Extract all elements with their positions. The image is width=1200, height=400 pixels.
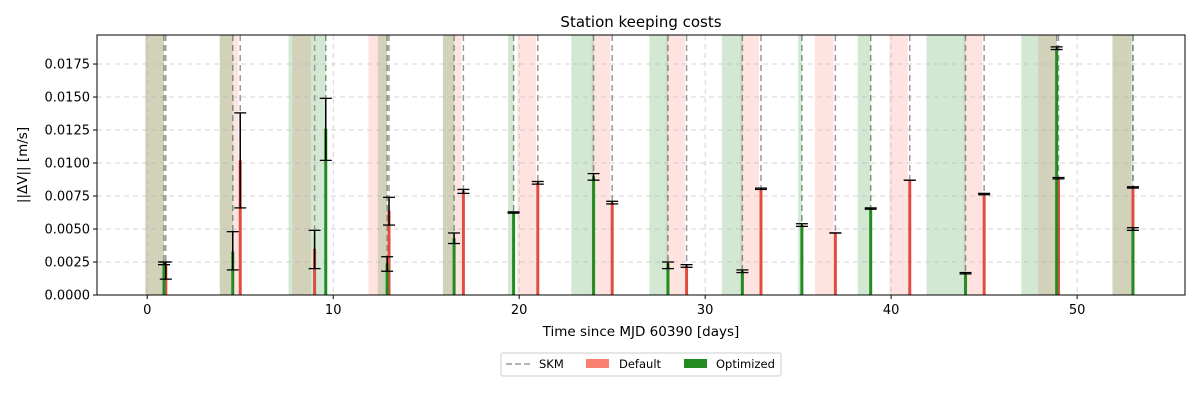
x-tick-label: 10 bbox=[325, 303, 342, 318]
optimized-window-band bbox=[1021, 35, 1057, 295]
x-tick-label: 30 bbox=[697, 303, 714, 318]
optimized-window-band bbox=[571, 35, 594, 295]
optimized-bar bbox=[800, 225, 804, 295]
legend-box bbox=[500, 352, 782, 377]
optimized-bar bbox=[740, 271, 744, 295]
y-tick-label: 0.0025 bbox=[45, 256, 91, 271]
optimized-window-band bbox=[442, 35, 455, 295]
optimized-bar bbox=[452, 238, 456, 295]
default-window-band bbox=[145, 35, 164, 295]
default-bar bbox=[610, 202, 614, 295]
y-tick-label: 0.0075 bbox=[45, 190, 91, 205]
optimized-bar bbox=[324, 128, 328, 295]
y-tick-label: 0.0050 bbox=[45, 223, 91, 238]
plot-frame bbox=[96, 34, 1186, 296]
default-bar bbox=[238, 160, 242, 295]
optimized-bar bbox=[964, 272, 968, 295]
chart-title: Station keeping costs bbox=[560, 13, 721, 31]
optimized-window-band bbox=[145, 35, 164, 295]
legend-optimized-label: Optimized bbox=[716, 357, 775, 371]
x-axis-label: Time since MJD 60390 [days] bbox=[542, 324, 740, 340]
optimized-window-band bbox=[288, 35, 326, 295]
default-bar bbox=[461, 190, 465, 295]
default-window-band bbox=[1038, 35, 1057, 295]
y-tick-label: 0.0000 bbox=[45, 289, 91, 304]
optimized-bar bbox=[1055, 48, 1059, 296]
y-tick-label: 0.0175 bbox=[45, 58, 91, 73]
optimized-bar bbox=[385, 263, 389, 295]
x-tick-label: 0 bbox=[143, 303, 151, 318]
default-bar bbox=[982, 193, 986, 295]
x-tick-label: 50 bbox=[1069, 303, 1086, 318]
default-bar bbox=[685, 265, 689, 295]
optimized-window-band bbox=[721, 35, 743, 295]
y-axis-label: ||ΔV|| [m/s] bbox=[15, 127, 31, 203]
y-tick-label: 0.0150 bbox=[45, 91, 91, 106]
x-axis: 0 10 20 30 40 50 bbox=[143, 295, 1085, 318]
default-window-band bbox=[666, 35, 685, 295]
legend-default-label: Default bbox=[619, 357, 662, 371]
optimized-bar bbox=[869, 209, 873, 295]
optimized-window-band bbox=[1112, 35, 1133, 295]
default-window-band bbox=[889, 35, 908, 295]
default-bar bbox=[759, 189, 763, 295]
default-window-band bbox=[442, 35, 462, 295]
x-tick-label: 40 bbox=[883, 303, 900, 318]
optimized-bar bbox=[512, 213, 516, 295]
default-bar bbox=[536, 182, 540, 295]
error-bars bbox=[157, 46, 1139, 280]
default-bar bbox=[164, 264, 168, 295]
default-window-band bbox=[963, 35, 983, 295]
optimized-window-band bbox=[219, 35, 233, 295]
default-window-band bbox=[517, 35, 536, 295]
default-window-band bbox=[1112, 35, 1132, 295]
optimized-bar bbox=[231, 251, 235, 295]
x-tick-label: 20 bbox=[511, 303, 528, 318]
optimized-window-band bbox=[508, 35, 514, 295]
default-window-band bbox=[814, 35, 834, 295]
default-window-band bbox=[292, 35, 311, 295]
optimized-window-band bbox=[857, 35, 871, 295]
default-bar bbox=[908, 180, 912, 295]
optimized-window-band bbox=[926, 35, 966, 295]
optimized-window-band bbox=[377, 35, 388, 295]
legend-optimized-swatch bbox=[684, 359, 707, 368]
default-bar bbox=[833, 232, 837, 295]
y-tick-label: 0.0125 bbox=[45, 124, 91, 139]
default-window-band bbox=[591, 35, 611, 295]
optimized-window-band bbox=[798, 35, 802, 295]
legend: SKM Default Optimized bbox=[500, 352, 782, 377]
optimized-window-band bbox=[649, 35, 668, 295]
default-bar bbox=[1057, 178, 1061, 295]
default-window-band bbox=[368, 35, 388, 295]
maneuver-window-bands bbox=[145, 35, 1133, 295]
y-tick-label: 0.0100 bbox=[45, 157, 91, 172]
default-bar bbox=[313, 248, 317, 295]
default-window-band bbox=[740, 35, 760, 295]
default-bar bbox=[387, 210, 391, 295]
delta-v-bars bbox=[162, 48, 1135, 296]
default-window-band bbox=[219, 35, 239, 295]
optimized-bar bbox=[1131, 229, 1135, 295]
legend-skm-label: SKM bbox=[539, 357, 564, 371]
legend-default-swatch bbox=[586, 359, 609, 368]
y-axis: 0.0000 0.0025 0.0050 0.0075 0.0100 0.0125 0.01… bbox=[45, 58, 97, 304]
optimized-bar bbox=[592, 176, 596, 295]
optimized-bar bbox=[666, 263, 670, 295]
